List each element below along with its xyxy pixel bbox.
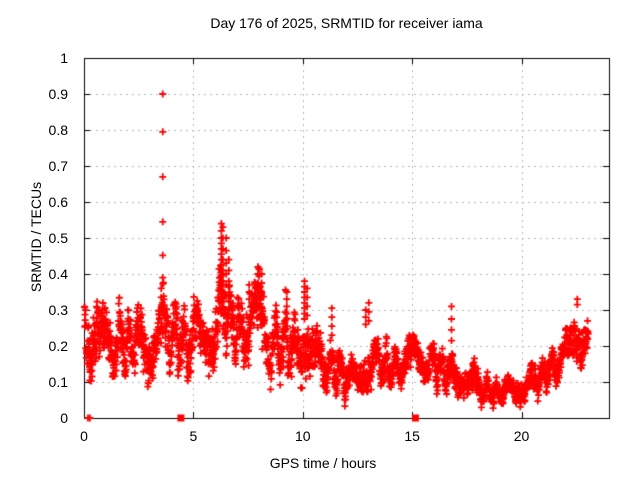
x-axis-label: GPS time / hours — [269, 455, 377, 471]
y-tick-label: 0 — [60, 410, 68, 426]
y-tick-label: 0.2 — [48, 338, 68, 354]
y-tick-label: 0.8 — [48, 122, 68, 138]
y-tick-label: 0.4 — [48, 266, 68, 282]
x-tick-label: 10 — [294, 428, 311, 444]
y-tick-label: 0.5 — [48, 230, 68, 246]
x-tick-label: 0 — [80, 428, 88, 444]
y-tick-label: 0.1 — [48, 374, 68, 390]
x-tick-label: 20 — [513, 428, 530, 444]
chart-title: Day 176 of 2025, SRMTID for receiver iam… — [210, 15, 483, 31]
x-tick-label: 15 — [404, 428, 420, 444]
y-tick-label: 0.3 — [48, 302, 68, 318]
y-tick-label: 0.7 — [48, 158, 68, 174]
y-tick-label: 1 — [60, 50, 68, 66]
y-tick-label: 0.6 — [48, 194, 68, 210]
y-tick-label: 0.9 — [48, 86, 68, 102]
x-tick-label: 5 — [189, 428, 198, 444]
